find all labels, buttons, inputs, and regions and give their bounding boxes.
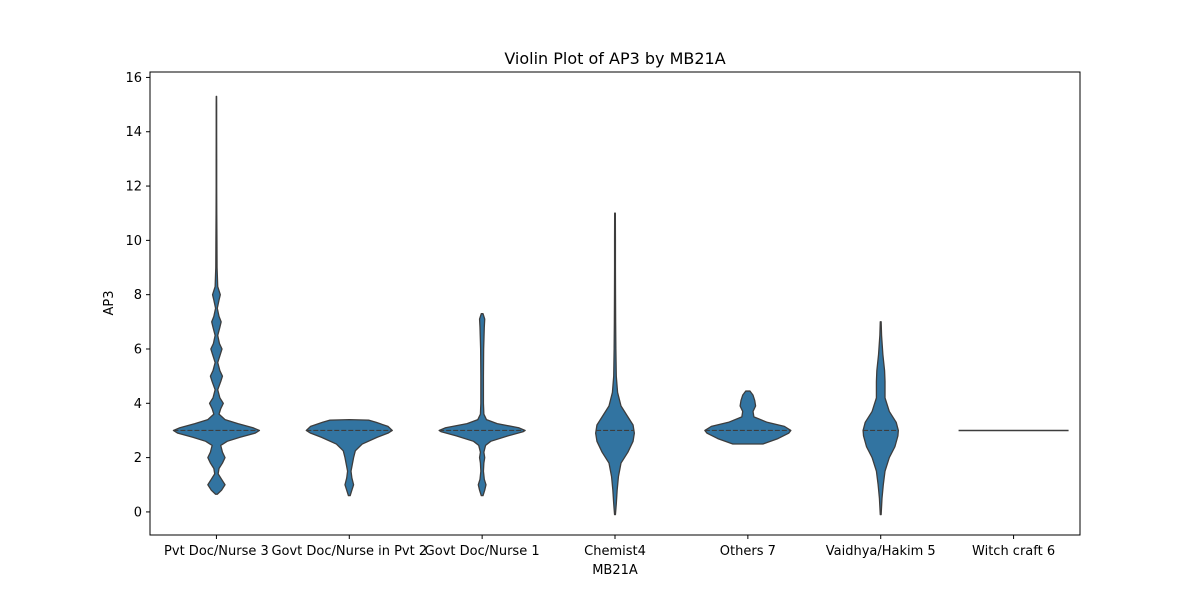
x-axis: Pvt Doc/Nurse 3 Govt Doc/Nurse in Pvt 2Go… [164, 535, 1055, 559]
violin-body [595, 212, 635, 516]
x-tick-label: Others 7 [720, 544, 776, 559]
y-tick-label: 12 [125, 180, 142, 195]
violin-body [704, 390, 792, 445]
x-tick-label: Witch craft 6 [972, 544, 1055, 559]
x-tick-label: Vaidhya/Hakim 5 [826, 544, 936, 559]
chart-title: Violin Plot of AP3 by MB21A [504, 49, 725, 68]
y-axis-label: AP3 [102, 290, 117, 315]
y-tick-label: 0 [134, 505, 142, 520]
violin-body [862, 321, 899, 516]
y-tick-label: 6 [134, 342, 142, 357]
violin-4 [595, 212, 635, 516]
violin-3 [438, 313, 526, 497]
x-axis-label: MB21A [592, 563, 638, 578]
violin-2 [305, 418, 393, 497]
y-tick-label: 8 [134, 288, 142, 303]
violin-1 [172, 95, 261, 495]
violin-body [172, 95, 261, 495]
x-tick-label: Chemist4 [584, 544, 646, 559]
y-tick-label: 2 [134, 451, 142, 466]
violin-5 [704, 390, 792, 445]
violin-6 [862, 321, 899, 516]
x-tick-label: Govt Doc/Nurse in Pvt 2 [271, 544, 427, 559]
violins [172, 95, 1069, 516]
violin-body [438, 313, 526, 497]
x-tick-label: Pvt Doc/Nurse 3 [164, 544, 269, 559]
y-tick-label: 10 [125, 234, 142, 249]
x-tick-label: Govt Doc/Nurse 1 [425, 544, 540, 559]
y-tick-label: 4 [134, 397, 142, 412]
y-axis: 0 2 4 6 8 10 12 14 16 [125, 71, 150, 520]
violin-body [305, 418, 393, 497]
y-tick-label: 14 [125, 125, 142, 140]
y-tick-label: 16 [125, 71, 142, 86]
